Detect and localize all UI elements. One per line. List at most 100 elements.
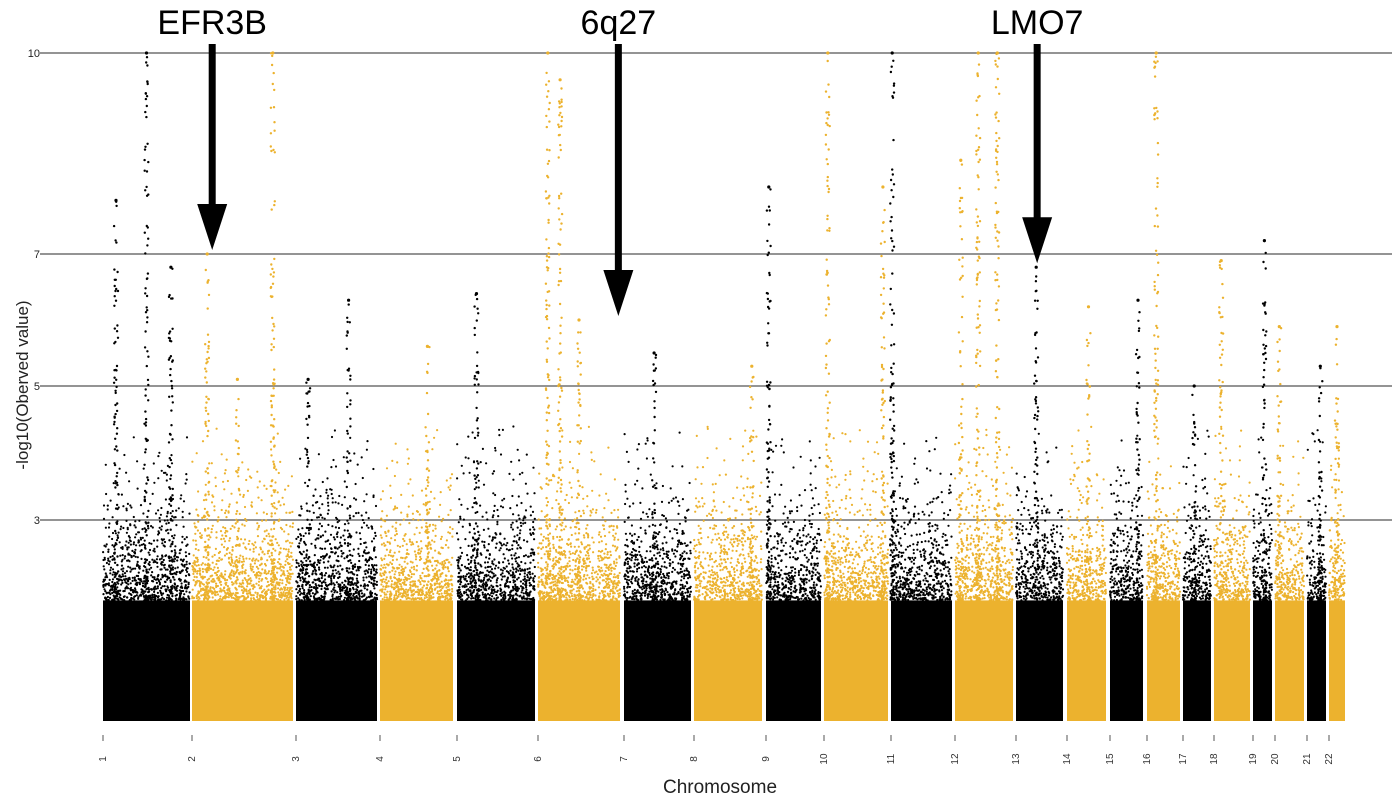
snp-point — [175, 570, 178, 574]
snp-point — [406, 515, 409, 518]
snp-point — [127, 580, 130, 583]
snp-point — [381, 490, 384, 493]
snp-point — [145, 294, 149, 298]
snp-point — [528, 567, 531, 570]
snp-point — [217, 599, 220, 602]
snp-point — [520, 524, 523, 528]
snp-point — [551, 576, 554, 580]
snp-point — [125, 540, 128, 543]
snp-point — [459, 515, 462, 518]
snp-point — [228, 589, 231, 592]
snp-point — [471, 591, 474, 595]
snp-point — [517, 544, 520, 547]
snp-point — [348, 587, 352, 591]
snp-point — [133, 576, 136, 579]
snp-point — [473, 527, 476, 531]
snp-point — [607, 446, 610, 449]
snp-point — [170, 454, 173, 457]
snp-point — [300, 592, 303, 595]
snp-point — [385, 584, 388, 587]
snp-point — [349, 599, 352, 602]
snp-point — [275, 507, 278, 510]
snp-point — [364, 559, 367, 562]
snp-point — [349, 543, 352, 546]
snp-point — [235, 510, 239, 513]
snp-point — [114, 595, 117, 598]
snp-point — [273, 527, 276, 531]
snp-point — [496, 508, 499, 512]
snp-point — [447, 486, 450, 489]
snp-point — [211, 561, 214, 564]
snp-point — [121, 573, 124, 576]
snp-point — [482, 528, 485, 532]
snp-point — [171, 494, 174, 497]
snp-point — [280, 596, 283, 599]
snp-point — [528, 571, 531, 574]
snp-point — [299, 579, 302, 582]
snp-point — [241, 572, 244, 575]
snp-point — [442, 517, 445, 521]
snp-point — [224, 511, 227, 515]
snp-point — [272, 463, 276, 466]
snp-point — [112, 381, 116, 384]
snp-point — [391, 525, 394, 528]
snp-point — [470, 577, 473, 580]
snp-point — [160, 563, 163, 566]
snp-point — [269, 573, 272, 576]
snp-point — [494, 446, 497, 450]
snp-point — [337, 526, 341, 530]
snp-point — [249, 582, 252, 585]
snp-point — [538, 593, 541, 597]
snp-point — [237, 544, 240, 547]
snp-point — [170, 387, 174, 390]
snp-point — [330, 583, 333, 586]
snp-point — [444, 562, 447, 565]
snp-point — [464, 599, 467, 602]
snp-point — [395, 578, 398, 581]
snp-point — [111, 588, 114, 592]
snp-point — [111, 578, 115, 581]
snp-point — [308, 510, 311, 513]
snp-point — [209, 536, 212, 539]
snp-point — [421, 579, 424, 582]
snp-point — [460, 551, 464, 555]
snp-point — [519, 569, 523, 573]
snp-point — [214, 547, 217, 551]
snp-point — [569, 552, 572, 556]
snp-point — [129, 523, 132, 526]
snp-point — [446, 597, 449, 600]
snp-point — [166, 593, 169, 597]
snp-point — [252, 583, 255, 587]
snp-point — [309, 595, 312, 598]
snp-point — [144, 530, 147, 534]
snp-point — [381, 510, 384, 513]
snp-point — [529, 590, 532, 593]
snp-point — [126, 546, 129, 549]
snp-point — [407, 588, 410, 591]
snp-point — [506, 577, 509, 580]
snp-point — [312, 570, 315, 573]
snp-point — [345, 567, 349, 570]
snp-point — [483, 576, 486, 580]
snp-point — [509, 580, 512, 584]
snp-point — [394, 576, 397, 580]
snp-point — [438, 586, 441, 589]
snp-point — [148, 553, 151, 556]
snp-point — [136, 556, 139, 559]
snp-point — [359, 537, 362, 541]
snp-point — [160, 557, 163, 560]
snp-point — [158, 558, 161, 561]
snp-point — [213, 566, 216, 569]
snp-point — [347, 369, 350, 372]
snp-point — [393, 596, 396, 599]
snp-point — [187, 581, 190, 584]
snp-point — [493, 558, 496, 561]
snp-point — [347, 583, 350, 586]
snp-point — [124, 575, 127, 578]
snp-point — [384, 554, 387, 557]
snp-point — [216, 593, 220, 596]
snp-point — [267, 588, 270, 592]
snp-point — [336, 547, 339, 550]
snp-point — [146, 579, 149, 583]
snp-point — [318, 568, 321, 571]
